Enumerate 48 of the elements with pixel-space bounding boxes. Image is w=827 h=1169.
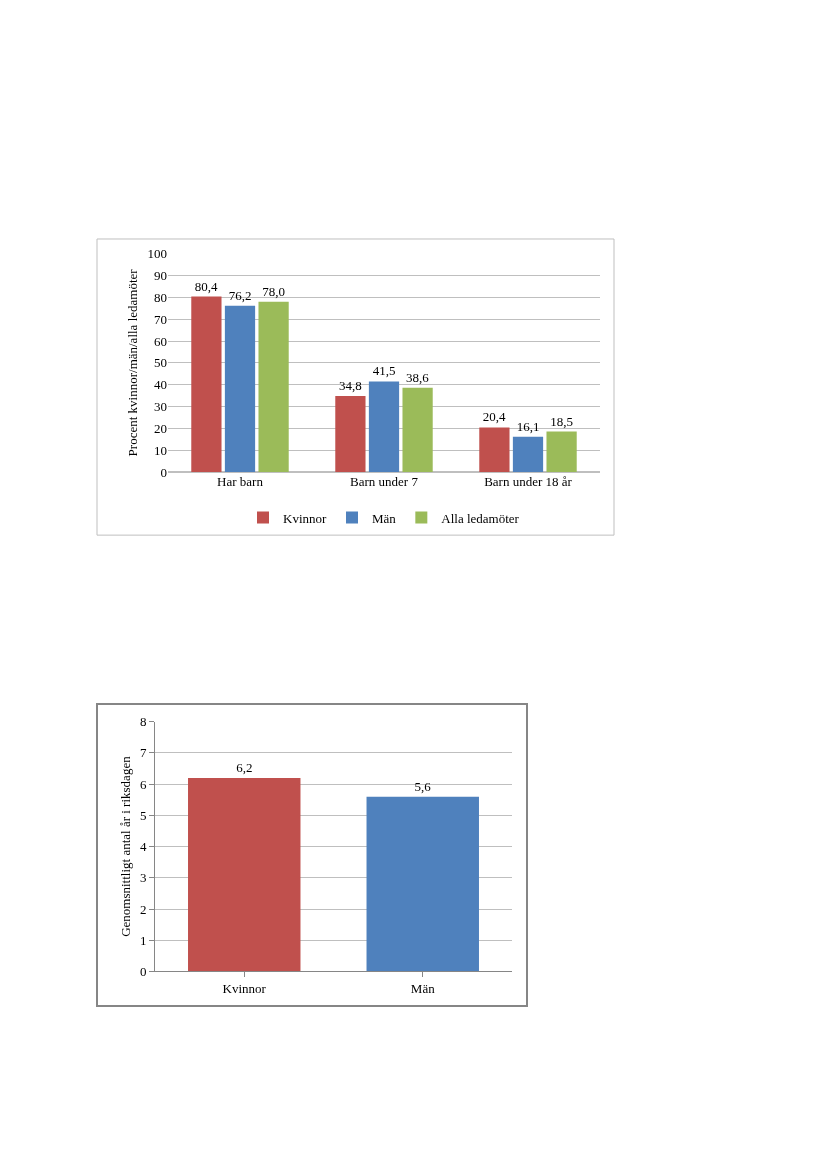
bar bbox=[368, 381, 400, 472]
x-tick-label: Barn under 18 år bbox=[484, 473, 573, 489]
legend-label: Alla ledamöter bbox=[441, 510, 520, 526]
y-tick-label: 20 bbox=[154, 420, 167, 436]
y-tick-label: 80 bbox=[154, 289, 167, 305]
data-label: 16,1 bbox=[516, 418, 540, 434]
bar bbox=[546, 431, 577, 472]
y-tick-label: 5 bbox=[139, 807, 147, 823]
y-tick-label: 30 bbox=[154, 399, 167, 415]
bar bbox=[512, 436, 544, 472]
y-tick-label: 4 bbox=[139, 839, 147, 855]
bar bbox=[335, 396, 366, 472]
y-tick-label: 50 bbox=[154, 355, 167, 371]
y-tick-label: 2 bbox=[139, 901, 147, 917]
y-tick-label: 0 bbox=[139, 964, 147, 980]
y-tick-label: 3 bbox=[139, 870, 147, 886]
y-tick-label: 70 bbox=[154, 311, 167, 327]
y-tick-label: 40 bbox=[154, 377, 167, 393]
y-tick-label: 60 bbox=[154, 333, 167, 349]
y-tick-label: 100 bbox=[147, 246, 167, 262]
bar bbox=[258, 301, 289, 472]
data-label: 38,6 bbox=[405, 369, 430, 385]
data-label: 80,4 bbox=[194, 278, 219, 294]
bar bbox=[402, 387, 433, 472]
y-tick-label: 8 bbox=[139, 714, 147, 730]
y-tick-label: 7 bbox=[139, 745, 147, 761]
data-label: 20,4 bbox=[482, 409, 507, 425]
data-label: 41,5 bbox=[372, 363, 396, 379]
data-label: 34,8 bbox=[339, 378, 362, 394]
x-tick-label: Har barn bbox=[217, 473, 264, 489]
data-label: 6,2 bbox=[236, 759, 253, 775]
y-tick-label: 0 bbox=[160, 464, 167, 480]
data-label: 18,5 bbox=[550, 413, 573, 429]
x-tick-label: Barn under 7 bbox=[350, 473, 419, 489]
y-tick-label: 1 bbox=[139, 932, 147, 948]
data-label: 5,6 bbox=[414, 778, 432, 794]
bar bbox=[479, 427, 510, 472]
y-tick-label: 10 bbox=[154, 442, 167, 458]
y-tick-label: 90 bbox=[154, 268, 167, 284]
y-axis-title: Genomsnittligt antal år i riksdagen bbox=[117, 755, 133, 937]
legend-label: Kvinnor bbox=[283, 510, 327, 526]
y-axis-title: Procent kvinnor/män/alla ledamöter bbox=[125, 268, 141, 457]
data-label: 76,2 bbox=[228, 287, 252, 303]
y-tick-label: 6 bbox=[139, 776, 147, 792]
legend-label: Män bbox=[372, 510, 397, 526]
bar bbox=[191, 296, 222, 472]
data-label: 78,0 bbox=[262, 283, 285, 299]
bar bbox=[224, 305, 256, 472]
